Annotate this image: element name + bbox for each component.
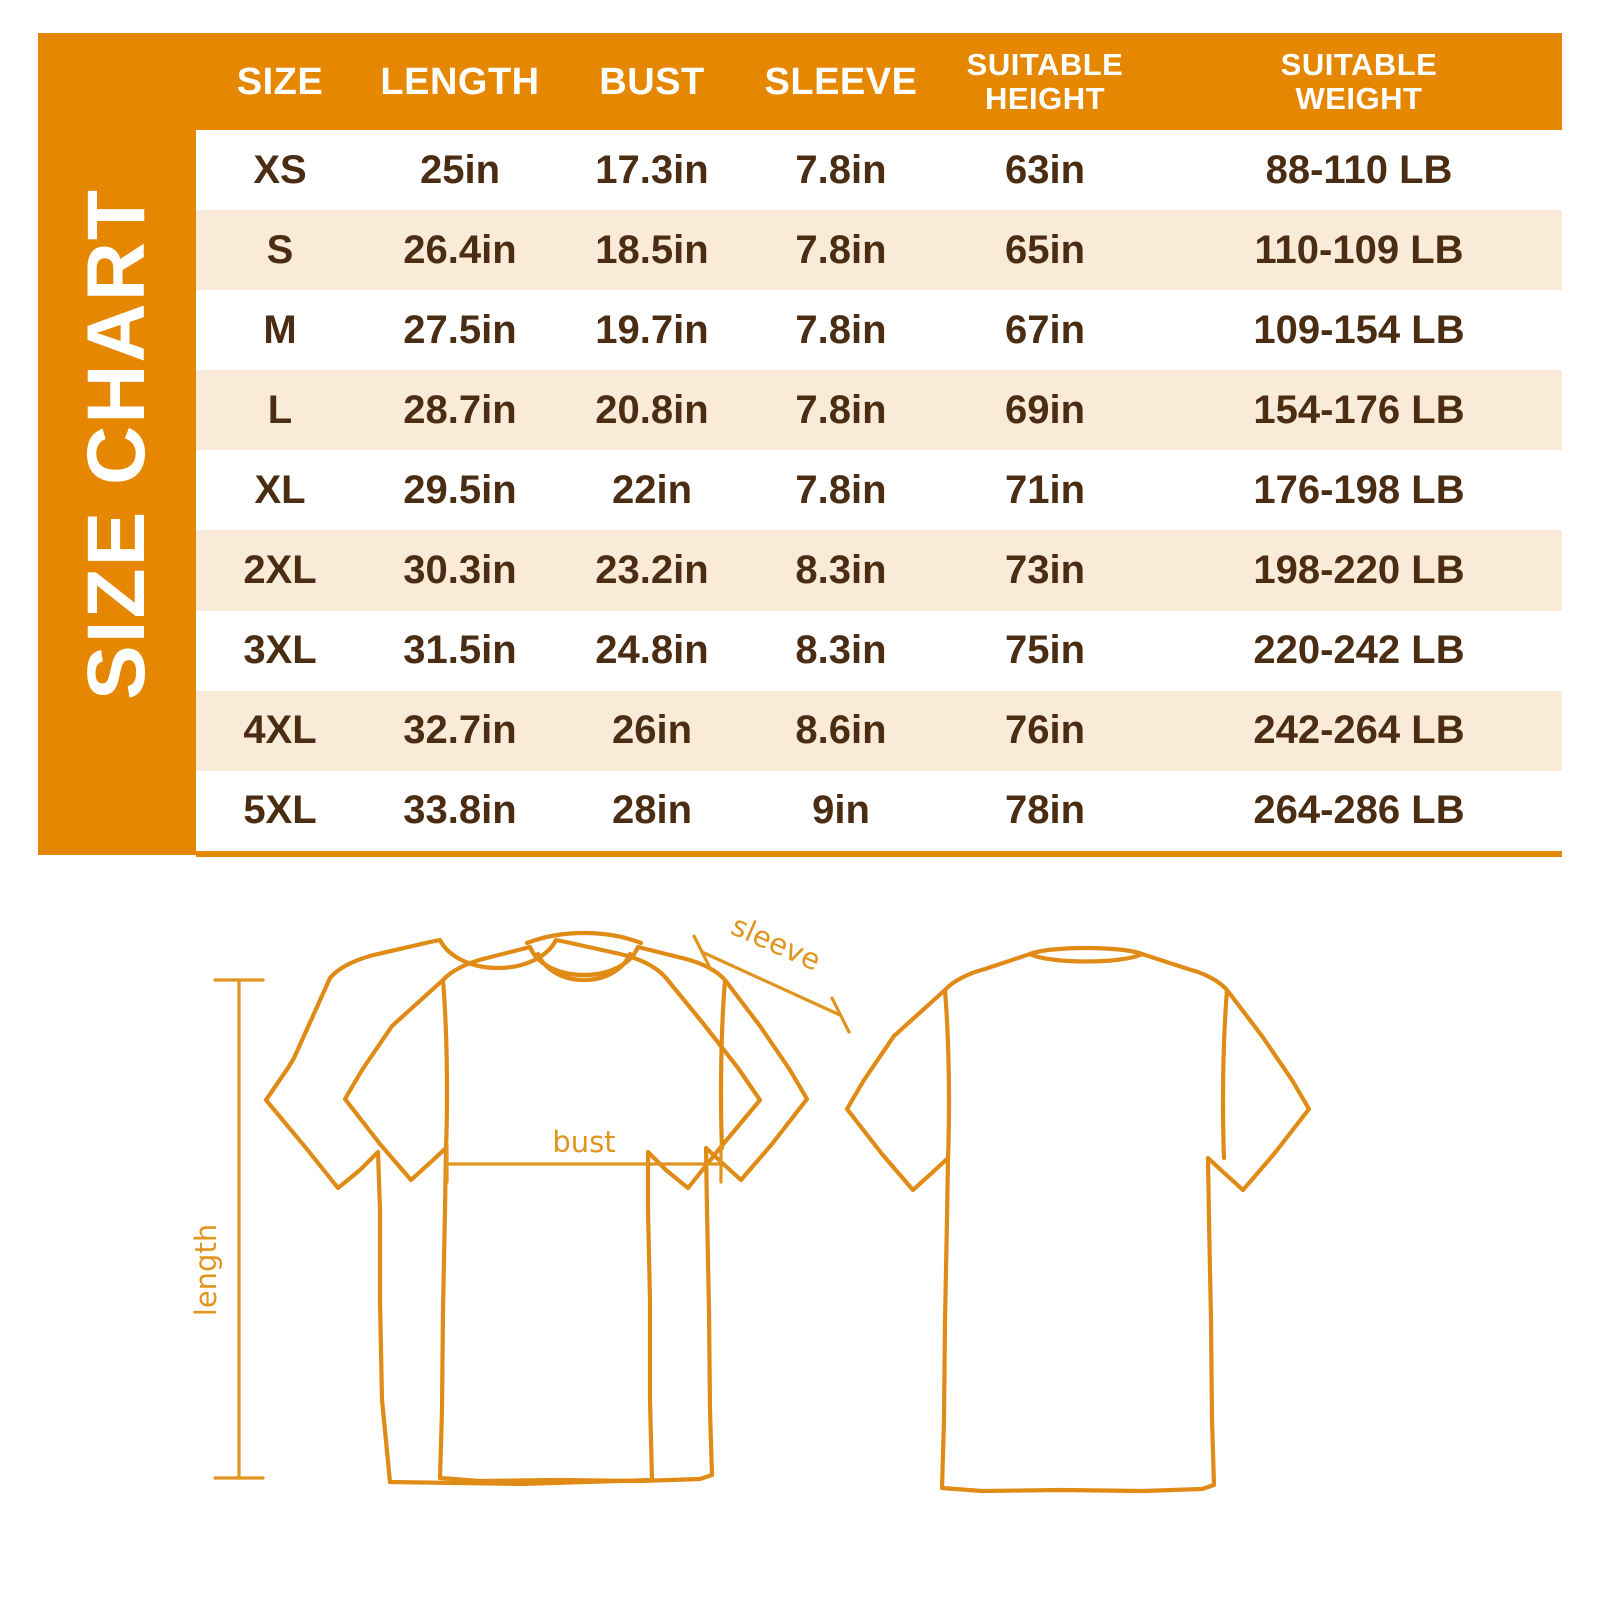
- cell-height: 76in: [1004, 708, 1086, 753]
- cell-sleeve: 8.6in: [795, 708, 887, 753]
- table-row: S 26.4in 18.5in 7.8in 65in 110-109 LB: [196, 210, 1562, 291]
- cell-size: S: [266, 227, 294, 272]
- cell-sleeve: 7.8in: [795, 307, 887, 352]
- cell-length: 26.4in: [403, 227, 517, 272]
- tshirt-front-view: length bust sleeve: [189, 908, 851, 1487]
- cell-height: 65in: [1004, 227, 1086, 272]
- column-header-bust: BUST: [599, 60, 705, 103]
- cell-length: 29.5in: [403, 467, 517, 512]
- table-bottom-rule: [196, 851, 1562, 857]
- cell-length: 33.8in: [403, 788, 517, 833]
- cell-bust: 28in: [611, 788, 693, 833]
- table-body: XS 25in 17.3in 7.8in 63in 88-110 LB S 26…: [196, 130, 1562, 851]
- cell-sleeve: 7.8in: [795, 387, 887, 432]
- cell-bust: 17.3in: [595, 147, 709, 192]
- cell-weight: 176-198 LB: [1253, 467, 1465, 512]
- cell-size: 5XL: [243, 788, 317, 833]
- bust-label: bust: [552, 1125, 615, 1159]
- tshirt-measurement-diagram: length bust sleeve: [0, 880, 1600, 1580]
- cell-bust: 26in: [611, 708, 693, 753]
- table-row: 4XL 32.7in 26in 8.6in 76in 242-264 LB: [196, 690, 1562, 771]
- cell-size: L: [267, 387, 293, 432]
- cell-size: 3XL: [243, 628, 317, 673]
- cell-length: 27.5in: [403, 307, 517, 352]
- column-header-suitable-weight: SUITABLE WEIGHT: [1280, 47, 1438, 116]
- cell-height: 63in: [1004, 147, 1086, 192]
- sleeve-label: sleeve: [726, 908, 826, 977]
- size-chart-title: SIZE CHART: [71, 188, 162, 700]
- cell-sleeve: 9in: [812, 788, 870, 833]
- size-chart-sidebar: SIZE CHART: [38, 33, 196, 855]
- table-row: 5XL 33.8in 28in 9in 78in 264-286 LB: [196, 770, 1562, 851]
- cell-height: 69in: [1004, 387, 1086, 432]
- cell-height: 78in: [1004, 788, 1086, 833]
- cell-weight: 110-109 LB: [1254, 227, 1464, 272]
- cell-size: XL: [254, 467, 306, 512]
- cell-height: 67in: [1004, 307, 1086, 352]
- cell-sleeve: 8.3in: [795, 548, 887, 593]
- cell-length: 30.3in: [403, 548, 517, 593]
- cell-weight: 220-242 LB: [1253, 628, 1465, 673]
- table-row: XS 25in 17.3in 7.8in 63in 88-110 LB: [196, 130, 1562, 211]
- cell-weight: 88-110 LB: [1265, 147, 1453, 192]
- length-label: length: [189, 1224, 223, 1316]
- cell-weight: 109-154 LB: [1253, 307, 1465, 352]
- length-dimension: length: [189, 978, 265, 1480]
- sleeve-dimension: sleeve: [692, 908, 851, 1034]
- table-header-row: SIZE LENGTH BUST SLEEVE SUITABLE HEIGHT …: [196, 33, 1562, 130]
- cell-height: 73in: [1004, 548, 1086, 593]
- column-header-suitable-height: SUITABLE HEIGHT: [966, 47, 1124, 116]
- cell-size: M: [263, 307, 297, 352]
- cell-length: 31.5in: [403, 628, 517, 673]
- cell-sleeve: 7.8in: [795, 467, 887, 512]
- cell-length: 32.7in: [403, 708, 517, 753]
- cell-weight: 242-264 LB: [1253, 708, 1465, 753]
- table-row: 2XL 30.3in 23.2in 8.3in 73in 198-220 LB: [196, 530, 1562, 611]
- table-row: M 27.5in 19.7in 7.8in 67in 109-154 LB: [196, 290, 1562, 371]
- cell-sleeve: 7.8in: [795, 227, 887, 272]
- tshirt-back-view: [844, 945, 1312, 1494]
- cell-height: 75in: [1004, 628, 1086, 673]
- cell-bust: 20.8in: [595, 387, 709, 432]
- cell-sleeve: 8.3in: [795, 628, 887, 673]
- table-row: XL 29.5in 22in 7.8in 71in 176-198 LB: [196, 450, 1562, 531]
- cell-weight: 198-220 LB: [1253, 548, 1465, 593]
- column-header-length: LENGTH: [380, 60, 540, 103]
- cell-length: 25in: [419, 147, 501, 192]
- cell-bust: 23.2in: [595, 548, 709, 593]
- cell-bust: 24.8in: [595, 628, 709, 673]
- cell-size: 4XL: [243, 708, 317, 753]
- table-row: 3XL 31.5in 24.8in 8.3in 75in 220-242 LB: [196, 610, 1562, 691]
- cell-bust: 22in: [611, 467, 693, 512]
- cell-weight: 264-286 LB: [1253, 788, 1465, 833]
- cell-sleeve: 7.8in: [795, 147, 887, 192]
- cell-bust: 19.7in: [595, 307, 709, 352]
- bust-dimension: bust: [445, 1125, 723, 1184]
- cell-bust: 18.5in: [595, 227, 709, 272]
- column-header-sleeve: SLEEVE: [764, 60, 918, 103]
- cell-weight: 154-176 LB: [1253, 387, 1465, 432]
- cell-height: 71in: [1004, 467, 1086, 512]
- cell-length: 28.7in: [403, 387, 517, 432]
- size-chart-block: SIZE CHART SIZE LENGTH BUST SLEEVE SUITA…: [38, 33, 1562, 858]
- cell-size: XS: [253, 147, 307, 192]
- cell-size: 2XL: [243, 548, 317, 593]
- column-header-size: SIZE: [236, 60, 324, 103]
- table-row: L 28.7in 20.8in 7.8in 69in 154-176 LB: [196, 370, 1562, 451]
